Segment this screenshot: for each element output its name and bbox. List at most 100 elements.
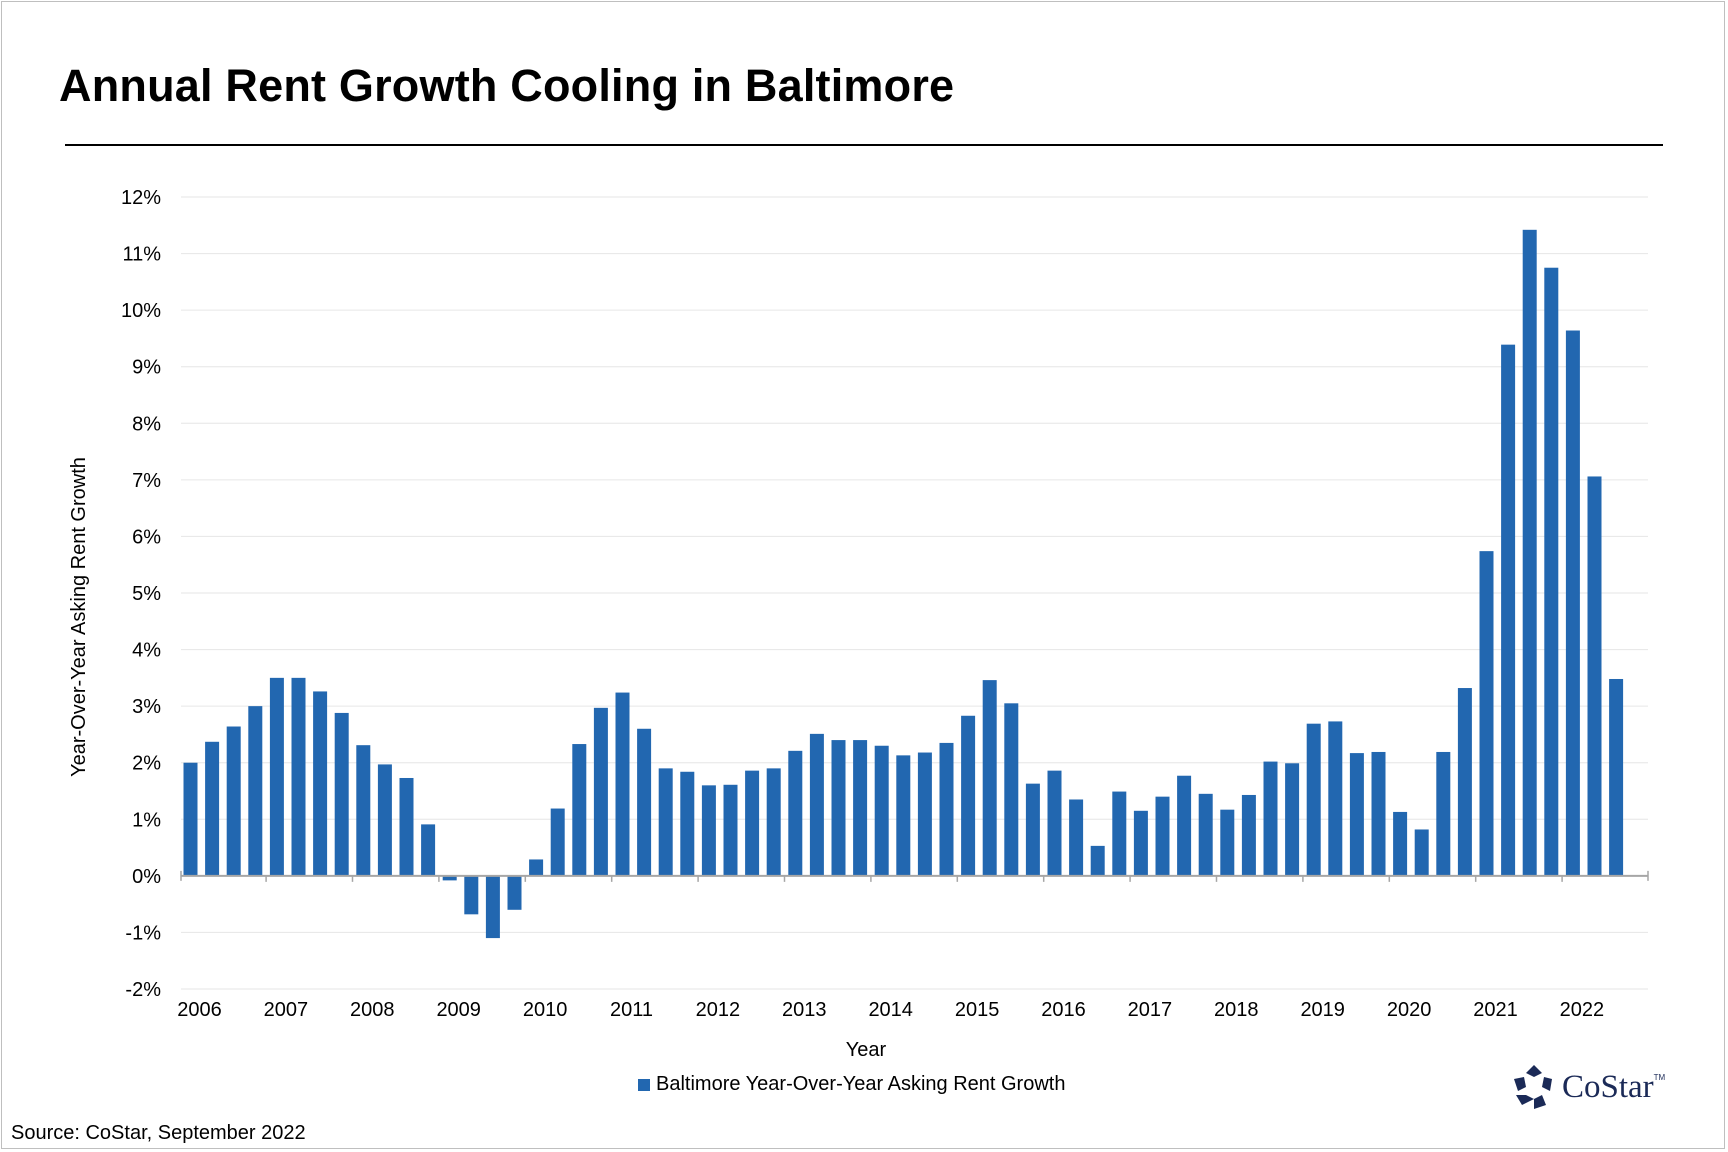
x-tick-label: 2006 bbox=[177, 999, 222, 1021]
y-tick-label: -1% bbox=[125, 922, 161, 944]
x-tick-label: 2017 bbox=[1128, 999, 1173, 1021]
y-tick-label: -2% bbox=[125, 979, 161, 1001]
bar bbox=[766, 768, 781, 876]
logo-wordmark: CoStarTM bbox=[1562, 1068, 1666, 1105]
x-tick-label: 2013 bbox=[782, 999, 827, 1021]
bar bbox=[1025, 783, 1040, 876]
x-tick-label: 2019 bbox=[1300, 999, 1345, 1021]
grid-lines bbox=[181, 196, 1648, 990]
bar bbox=[572, 744, 587, 876]
bar bbox=[1328, 721, 1343, 876]
bar bbox=[1371, 751, 1386, 876]
bar bbox=[1198, 793, 1213, 876]
bar bbox=[442, 875, 457, 881]
bar bbox=[1349, 753, 1364, 876]
y-tick-label: 11% bbox=[122, 244, 161, 266]
y-tick-label: 7% bbox=[132, 470, 161, 492]
bar bbox=[831, 740, 846, 876]
logo-trademark: TM bbox=[1653, 1072, 1666, 1082]
legend-label: Baltimore Year-Over-Year Asking Rent Gro… bbox=[656, 1073, 1066, 1095]
bar bbox=[1436, 751, 1451, 876]
bar bbox=[1609, 678, 1624, 876]
y-tick-label: 2% bbox=[132, 753, 161, 775]
bar bbox=[1501, 344, 1516, 876]
costar-star-icon bbox=[1514, 1065, 1552, 1109]
x-axis-ticks: 2006 2007 2008 2009 2010 2011 2012 2013 2014 2015… bbox=[177, 999, 1604, 1021]
y-tick-label: 3% bbox=[132, 696, 161, 718]
bar bbox=[917, 752, 932, 876]
bar bbox=[464, 875, 479, 915]
bar bbox=[550, 808, 565, 876]
legend-swatch bbox=[638, 1078, 650, 1091]
y-tick-label: 10% bbox=[121, 300, 161, 322]
x-tick-label: 2015 bbox=[955, 999, 1000, 1021]
x-tick-label: 2008 bbox=[350, 999, 395, 1021]
bar bbox=[853, 740, 868, 876]
bar bbox=[1069, 799, 1084, 876]
bar-series bbox=[183, 229, 1624, 939]
bar bbox=[1220, 809, 1235, 876]
x-tick-label: 2018 bbox=[1214, 999, 1259, 1021]
x-tick-label: 2021 bbox=[1473, 999, 1518, 1021]
bar bbox=[1544, 267, 1559, 876]
bar bbox=[313, 691, 328, 876]
bar bbox=[421, 824, 436, 876]
bar bbox=[615, 692, 630, 876]
bar bbox=[399, 777, 414, 876]
bar bbox=[874, 745, 889, 876]
x-axis bbox=[180, 870, 1649, 882]
y-tick-label: 5% bbox=[132, 583, 161, 605]
bar bbox=[723, 784, 738, 876]
bar bbox=[1414, 829, 1429, 876]
bar bbox=[1306, 723, 1321, 876]
y-tick-label: 6% bbox=[132, 526, 161, 548]
bar bbox=[896, 755, 911, 876]
bar bbox=[1155, 796, 1170, 876]
bar bbox=[788, 750, 803, 876]
bar bbox=[1479, 551, 1494, 876]
chart-legend: Baltimore Year-Over-Year Asking Rent Gro… bbox=[638, 1073, 1065, 1096]
y-axis-ticks: -2% -1% 0% 1% 2% 3% 4% 5% 6% 7% 8% 9% 10% 11% 12% bbox=[121, 187, 161, 1001]
title-divider bbox=[65, 144, 1663, 146]
bar bbox=[205, 741, 220, 876]
y-axis-label: Year-Over-Year Asking Rent Growth bbox=[68, 457, 90, 777]
bar bbox=[1565, 330, 1580, 876]
bar bbox=[593, 707, 608, 876]
source-note: Source: CoStar, September 2022 bbox=[11, 1122, 306, 1144]
bar bbox=[269, 677, 284, 876]
x-tick-label: 2014 bbox=[868, 999, 913, 1021]
x-tick-label: 2012 bbox=[696, 999, 741, 1021]
bar bbox=[248, 706, 263, 876]
bar bbox=[485, 875, 500, 939]
y-tick-label: 0% bbox=[132, 866, 161, 888]
bar bbox=[745, 770, 760, 876]
bar bbox=[1587, 476, 1602, 876]
x-tick-label: 2020 bbox=[1387, 999, 1432, 1021]
y-tick-label: 8% bbox=[132, 413, 161, 435]
bar bbox=[982, 680, 997, 876]
y-tick-label: 1% bbox=[132, 809, 161, 831]
bar bbox=[637, 728, 652, 876]
bar bbox=[226, 726, 241, 876]
bar bbox=[1393, 811, 1408, 876]
x-tick-label: 2016 bbox=[1041, 999, 1086, 1021]
bar bbox=[1285, 763, 1300, 876]
bar bbox=[1047, 770, 1062, 876]
bar bbox=[658, 768, 673, 876]
y-tick-label: 4% bbox=[132, 640, 161, 662]
bar bbox=[1241, 794, 1256, 876]
x-tick-label: 2007 bbox=[264, 999, 309, 1021]
y-tick-label: 9% bbox=[132, 357, 161, 379]
x-tick-label: 2009 bbox=[436, 999, 481, 1021]
x-axis-label: Year bbox=[846, 1039, 887, 1061]
y-tick-label: 12% bbox=[121, 187, 161, 209]
bar bbox=[680, 771, 695, 876]
bar bbox=[1112, 791, 1127, 876]
x-tick-label: 2010 bbox=[523, 999, 568, 1021]
bar bbox=[291, 677, 306, 876]
bar bbox=[507, 875, 522, 910]
bar bbox=[1263, 761, 1278, 876]
page-title: Annual Rent Growth Cooling in Baltimore bbox=[59, 60, 955, 111]
bar bbox=[1133, 810, 1148, 876]
